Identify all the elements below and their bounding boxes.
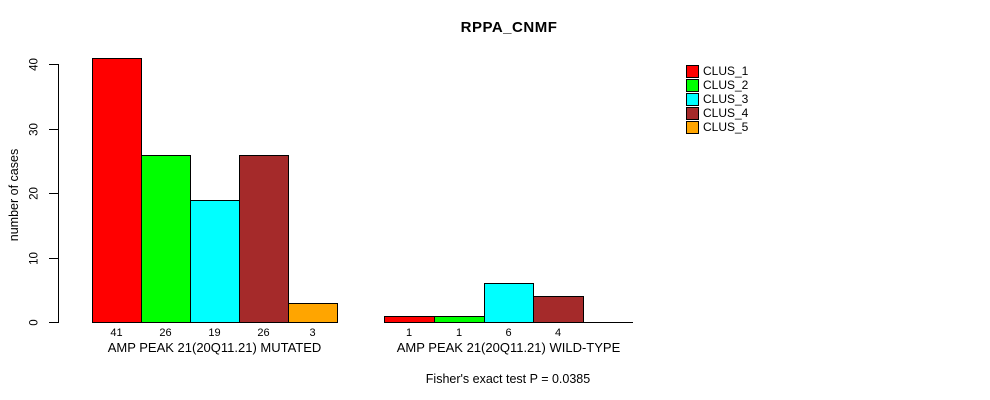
bar-value-label: 4 xyxy=(554,327,562,339)
y-tick xyxy=(49,64,58,65)
legend-label-clus_3: CLUS_3 xyxy=(703,92,749,106)
bar-value-label: 1 xyxy=(455,327,463,339)
bar-clus_3-group1 xyxy=(190,200,240,323)
legend-label-clus_1: CLUS_1 xyxy=(703,64,749,78)
bar-value-label: 1 xyxy=(405,327,413,339)
bar-value-label: 41 xyxy=(110,327,123,339)
y-tick xyxy=(49,193,58,194)
bar-value-label: 26 xyxy=(159,327,172,339)
x-group-label: AMP PEAK 21(20Q11.21) WILD-TYPE xyxy=(396,340,621,355)
x-group-label: AMP PEAK 21(20Q11.21) MUTATED xyxy=(107,340,322,355)
bar-value-label: 19 xyxy=(208,327,221,339)
legend-swatch-clus_1 xyxy=(686,65,699,78)
bar-clus_5-group1 xyxy=(288,303,338,323)
bar-value-label: 26 xyxy=(257,327,270,339)
legend-swatch-clus_4 xyxy=(686,107,699,120)
bar-clus_4-group1 xyxy=(239,155,289,323)
y-tick xyxy=(49,258,58,259)
y-tick xyxy=(49,322,58,323)
legend-swatch-clus_3 xyxy=(686,93,699,106)
chart-title: RPPA_CNMF xyxy=(460,19,558,36)
bar-clus_4-group2 xyxy=(533,296,584,323)
y-axis-line xyxy=(58,64,59,323)
legend-label-clus_4: CLUS_4 xyxy=(703,106,749,120)
bar-value-label: 3 xyxy=(309,327,316,339)
legend-label-clus_2: CLUS_2 xyxy=(703,78,749,92)
legend-swatch-clus_5 xyxy=(686,121,699,134)
legend-swatch-clus_2 xyxy=(686,79,699,92)
legend-label-clus_5: CLUS_5 xyxy=(703,120,749,134)
y-tick xyxy=(49,129,58,130)
fisher-test-annotation: Fisher's exact test P = 0.0385 xyxy=(425,372,591,386)
bar-clus_1-group1 xyxy=(92,58,142,323)
bar-value-label: 6 xyxy=(505,327,512,339)
